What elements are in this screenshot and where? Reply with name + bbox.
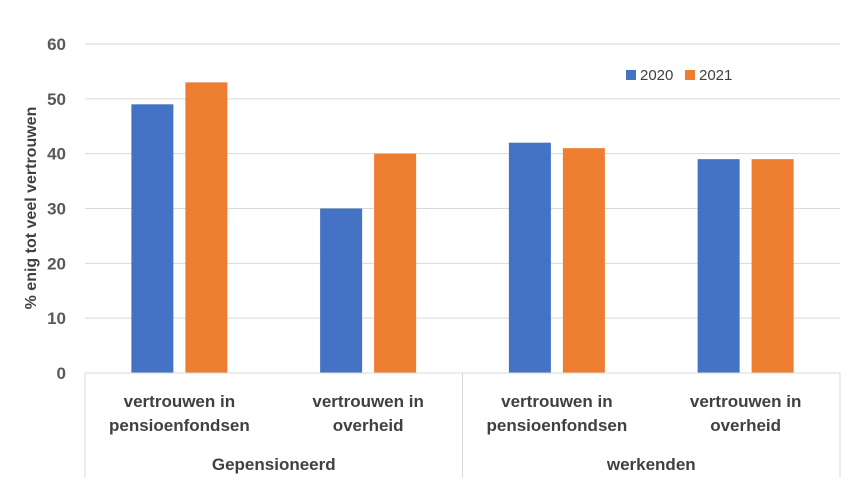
- bar-2020-3: [508, 142, 551, 373]
- bar-2020-4: [697, 159, 740, 373]
- y-tick-label: 30: [47, 200, 66, 219]
- x-category-label: vertrouwen in overheid: [690, 392, 801, 435]
- bars: [131, 82, 794, 374]
- legend: 2020 2021: [626, 67, 732, 84]
- legend-swatch-2021: [685, 70, 695, 80]
- y-axis-ticks: 0 10 20 30 40 50 60: [47, 35, 66, 383]
- legend-label: 2021: [699, 67, 732, 84]
- x-group-label: werkenden: [606, 455, 696, 474]
- bar-2021-1: [185, 82, 228, 373]
- y-tick-label: 10: [47, 309, 66, 328]
- x-category-label: vertrouwen in pensioenfondsen: [109, 392, 250, 435]
- legend-label: 2020: [640, 67, 673, 84]
- legend-swatch-2020: [626, 70, 636, 80]
- y-tick-label: 50: [47, 90, 66, 109]
- x-category-label: vertrouwen in overheid: [312, 392, 423, 435]
- bar-2020-2: [320, 208, 363, 373]
- x-group-label: Gepensioneerd: [212, 455, 336, 474]
- y-tick-label: 60: [47, 35, 66, 54]
- x-axis: vertrouwen in pensioenfondsen vertrouwen i…: [84, 372, 841, 478]
- y-tick-label: 20: [47, 254, 66, 273]
- bar-2021-4: [751, 159, 794, 373]
- bar-2021-3: [562, 148, 605, 373]
- bar-2021-2: [374, 153, 417, 373]
- bar-2020-1: [131, 104, 174, 374]
- y-tick-label: 0: [57, 364, 66, 383]
- y-axis-label: % enig tot veel vertrouwen: [23, 107, 40, 310]
- x-category-label: vertrouwen in pensioenfondsen: [487, 392, 628, 435]
- y-tick-label: 40: [47, 145, 66, 164]
